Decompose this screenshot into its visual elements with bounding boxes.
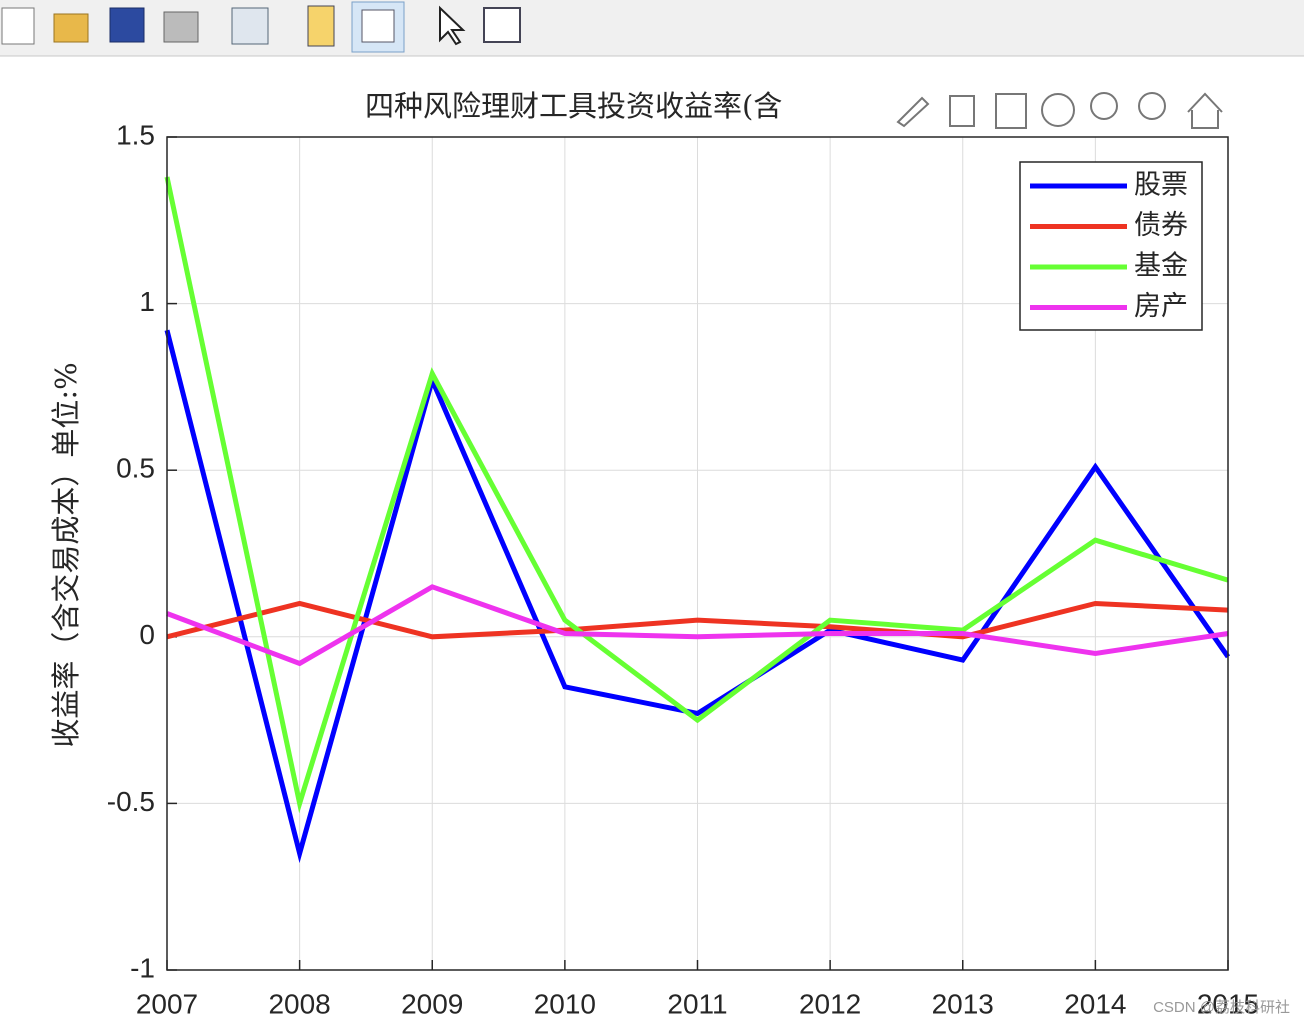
series-line <box>164 176 1229 814</box>
new-button[interactable] <box>1 7 35 45</box>
x-tick-label: 2015 <box>1197 988 1259 1019</box>
x-tick-label: 2012 <box>799 988 861 1019</box>
x-tick-label: 2013 <box>932 988 994 1019</box>
pan-button[interactable] <box>1041 93 1075 127</box>
y-tick-label: 1 <box>139 286 155 317</box>
y-tick-label: 0.5 <box>116 453 155 484</box>
series-line <box>166 600 1229 640</box>
zoom-in-button[interactable] <box>1090 92 1118 120</box>
select-button[interactable] <box>439 5 466 46</box>
link-button[interactable] <box>231 7 269 45</box>
legend-label: 债券 <box>1134 210 1188 241</box>
chart-title: 四种风险理财工具投资收益率(含 <box>365 89 782 123</box>
y-axis-label: 收益率（含交易成本）单位:% <box>49 362 83 747</box>
x-tick-label: 2014 <box>1064 988 1126 1019</box>
watermark: CSDN @荔枝科研社 <box>1153 999 1290 1016</box>
zoom-out-button[interactable] <box>1138 92 1166 120</box>
legend-toggle-button[interactable] <box>995 93 1027 129</box>
series-line <box>166 584 1229 667</box>
open-button[interactable] <box>53 13 89 43</box>
x-tick-label: 2009 <box>401 988 463 1019</box>
print-button[interactable] <box>163 11 199 43</box>
toolbar <box>0 0 1304 56</box>
axes-toolbar[interactable] <box>888 86 1228 132</box>
save-button[interactable] <box>109 7 145 43</box>
x-tick-label: 2010 <box>534 988 596 1019</box>
x-tick-label: 2011 <box>667 988 727 1019</box>
brush-button[interactable] <box>896 96 930 128</box>
axes-box <box>166 136 1229 971</box>
home-button[interactable] <box>1187 92 1223 129</box>
y-tick-label: -1 <box>130 952 155 983</box>
property-button[interactable] <box>483 7 521 43</box>
series-line <box>164 329 1231 864</box>
y-tick-label: 1.5 <box>116 119 155 150</box>
toolbar-buttons[interactable] <box>1 1 521 53</box>
plot-area: 2007 2008 2009 2010 2011 2012 2013 2014 2015 -1 -0… <box>107 119 1259 1019</box>
x-tick-label: 2008 <box>268 988 330 1019</box>
legend-label: 股票 <box>1134 170 1188 201</box>
legend-icon <box>361 9 395 43</box>
legend-label: 房产 <box>1134 291 1188 322</box>
y-tick-label: 0 <box>139 619 155 650</box>
datatip-button[interactable] <box>949 95 975 127</box>
x-tick-label: 2007 <box>136 988 198 1019</box>
legend-label: 基金 <box>1134 251 1188 282</box>
legend-box <box>1019 161 1203 331</box>
colorbar-button[interactable] <box>307 5 335 47</box>
y-tick-label: -0.5 <box>107 786 155 817</box>
